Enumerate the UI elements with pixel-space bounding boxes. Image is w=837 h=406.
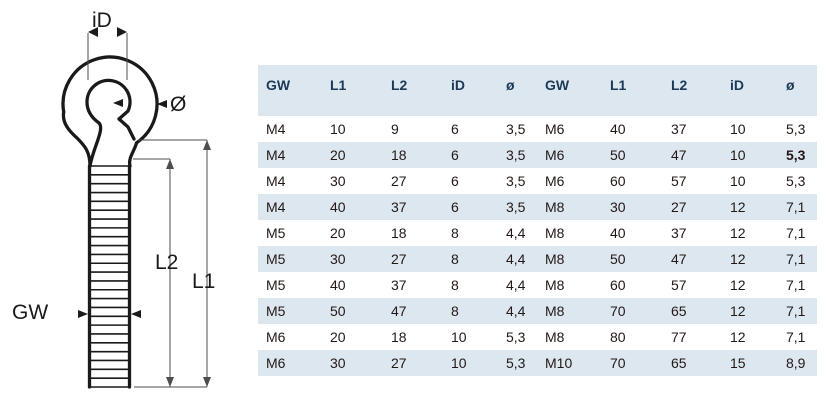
- svg-text:L2: L2: [155, 251, 178, 274]
- svg-text:Ø: Ø: [170, 93, 186, 116]
- svg-text:iD: iD: [92, 9, 112, 32]
- svg-text:L1: L1: [192, 270, 215, 293]
- svg-text:GW: GW: [12, 301, 48, 324]
